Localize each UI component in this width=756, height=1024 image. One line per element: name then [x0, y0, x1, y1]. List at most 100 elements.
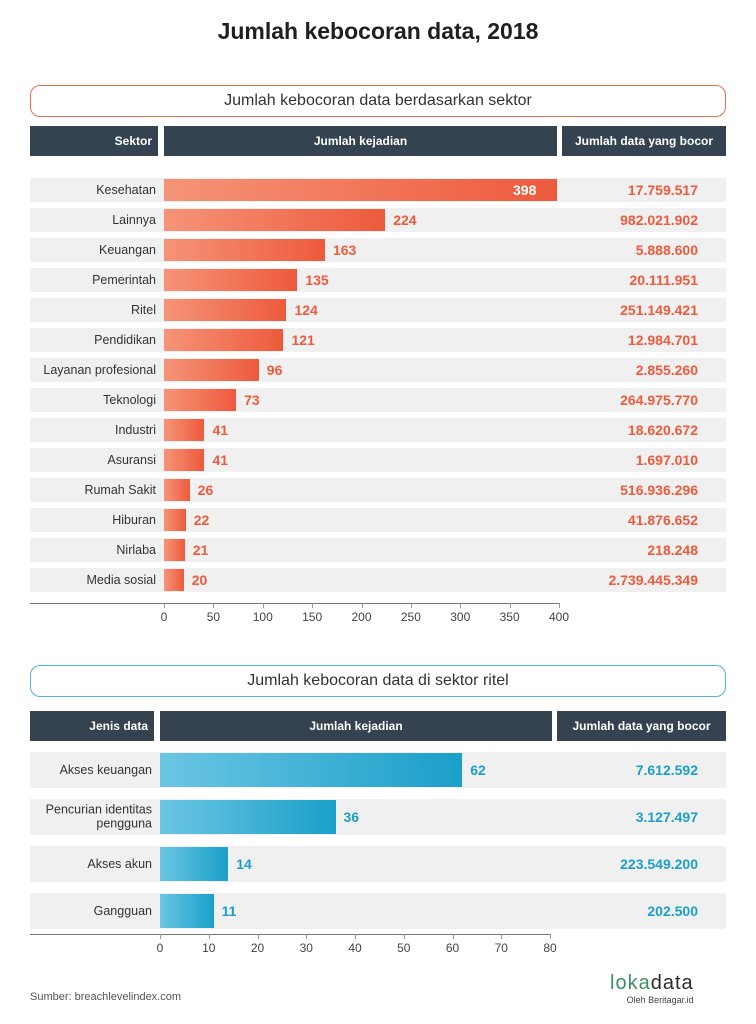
- retail-value-label: 62: [470, 761, 486, 778]
- sector-tick-mark: [262, 603, 264, 608]
- sector-value-label: 135: [305, 272, 329, 288]
- sector-tick-mark: [213, 603, 215, 608]
- retail-tick-mark: [452, 934, 454, 939]
- sector-tick-label: 0: [160, 610, 168, 624]
- sector-category-label: Media sosial: [86, 572, 156, 587]
- retail-tick-label: 70: [494, 941, 508, 955]
- retail-header-extra: Jumlah data yang bocor: [557, 711, 726, 741]
- sector-tick-mark: [410, 603, 412, 608]
- sector-extra-value: 2.739.445.349: [608, 572, 698, 588]
- retail-extra-value: 223.549.200: [620, 855, 698, 872]
- retail-chart-title: Jumlah kebocoran data di sektor ritel: [30, 665, 726, 697]
- sector-bar: [164, 329, 284, 351]
- sector-tick-mark: [460, 603, 462, 608]
- sector-bar: [164, 299, 287, 321]
- sector-category-label: Hiburan: [112, 512, 156, 527]
- sector-category-label: Kesehatan: [96, 182, 156, 197]
- sector-bar: [164, 449, 205, 471]
- sector-bar: [164, 479, 190, 501]
- sector-row-band: [30, 508, 726, 532]
- source-note: Sumber: breachlevelindex.com: [30, 991, 182, 1003]
- sector-value-label: 163: [332, 242, 357, 258]
- sector-tick-label: 100: [252, 610, 273, 624]
- retail-tick-label: 60: [445, 941, 460, 955]
- sector-row-band: [30, 448, 726, 472]
- sector-value-label: 224: [393, 212, 417, 228]
- retail-tick-mark: [403, 934, 405, 939]
- retail-extra-value: 7.612.592: [635, 761, 698, 778]
- sector-bar: [164, 569, 184, 591]
- sector-extra-value: 264.975.770: [620, 392, 698, 408]
- sector-extra-value: 516.936.296: [620, 482, 698, 498]
- retail-tick-label: 0: [156, 941, 164, 955]
- lokadata-logo: lokadata Oleh Beritagar.id: [610, 972, 694, 1005]
- sector-bar: [164, 539, 185, 561]
- sector-tick-label: 300: [450, 610, 471, 624]
- retail-tick-mark: [257, 934, 259, 939]
- sector-value-label: 398: [513, 182, 537, 198]
- logo-prefix: loka: [610, 972, 651, 994]
- retail-tick-label: 10: [202, 941, 216, 955]
- retail-bar: [160, 799, 336, 834]
- retail-header-value: Jumlah kejadian: [160, 711, 552, 741]
- sector-header-extra: Jumlah data yang bocor: [562, 126, 726, 156]
- sector-axis-line: [30, 603, 559, 604]
- sector-extra-value: 982.021.902: [620, 212, 698, 228]
- retail-header-category: Jenis data: [30, 711, 154, 741]
- sector-bar: [164, 239, 325, 261]
- sector-extra-value: 2.855.260: [635, 362, 698, 378]
- sector-category-label: Asuransi: [107, 452, 156, 467]
- sector-header-value: Jumlah kejadian: [164, 126, 557, 156]
- sector-chart-title: Jumlah kebocoran data berdasarkan sektor: [30, 85, 726, 117]
- sector-row-band: [30, 358, 726, 382]
- retail-category-label: Akses akun: [87, 856, 152, 871]
- sector-value-label: 41: [212, 422, 229, 438]
- retail-tick-label: 80: [543, 941, 557, 955]
- sector-tick-mark: [164, 603, 165, 608]
- retail-axis-line: [30, 934, 550, 935]
- sector-value-label: 73: [244, 392, 260, 408]
- sector-extra-value: 18.620.672: [627, 422, 698, 438]
- sector-row-band: [30, 238, 726, 262]
- retail-category-label: Gangguan: [93, 903, 152, 918]
- sector-row-band: [30, 538, 726, 562]
- sector-category-label: Teknologi: [103, 392, 156, 407]
- sector-bar: [164, 389, 237, 411]
- retail-row-band: [30, 845, 726, 882]
- sector-category-label: Lainnya: [112, 212, 156, 227]
- retail-tick-mark: [550, 934, 551, 939]
- sector-category-label: Pemerintah: [92, 272, 156, 287]
- retail-tick-label: 30: [299, 941, 313, 955]
- sector-tick-label: 200: [351, 610, 372, 624]
- retail-tick-label: 20: [250, 941, 265, 955]
- retail-bar: [160, 893, 214, 928]
- sector-row-band: [30, 568, 726, 592]
- retail-tick-mark: [160, 934, 161, 939]
- sector-tick-mark: [361, 603, 363, 608]
- retail-tick-mark: [208, 934, 210, 939]
- sector-value-label: 121: [291, 332, 315, 348]
- sector-tick-label: 250: [400, 610, 421, 624]
- logo-subtitle: Oleh Beritagar.id: [626, 995, 694, 1005]
- page-title: Jumlah kebocoran data, 2018: [217, 18, 539, 44]
- retail-bar: [160, 752, 463, 787]
- sector-value-label: 124: [294, 302, 318, 318]
- sector-value-label: 96: [266, 362, 283, 378]
- sector-tick-mark: [559, 603, 560, 608]
- sector-bar: [164, 269, 298, 291]
- sector-extra-value: 20.111.951: [629, 272, 698, 288]
- retail-row-band: [30, 892, 726, 929]
- logo-suffix: data: [650, 972, 694, 994]
- sector-bar: [164, 209, 386, 231]
- sector-tick-label: 350: [499, 610, 520, 624]
- retail-value-label: 36: [343, 808, 360, 825]
- sector-row-band: [30, 268, 726, 292]
- sector-value-label: 22: [193, 512, 210, 528]
- sector-tick-mark: [312, 603, 314, 608]
- sector-value-label: 21: [192, 542, 209, 558]
- retail-tick-mark: [306, 934, 308, 939]
- sector-row-band: [30, 418, 726, 442]
- sector-category-label: Ritel: [130, 302, 156, 317]
- sector-extra-value: 1.697.010: [635, 452, 698, 468]
- sector-category-label: Nirlaba: [116, 542, 156, 557]
